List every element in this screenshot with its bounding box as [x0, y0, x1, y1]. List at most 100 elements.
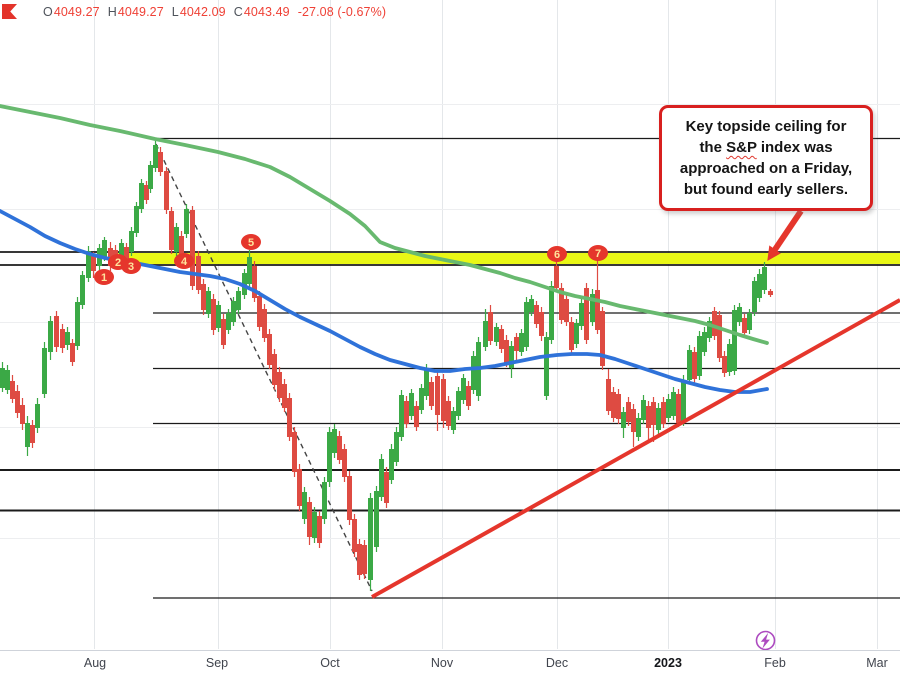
candle-body: [242, 273, 247, 295]
candle-body: [368, 498, 373, 580]
axis-label-dec: Dec: [545, 656, 569, 670]
axis-label-mar: Mar: [866, 656, 888, 670]
broker-logo-icon: [2, 4, 17, 19]
candle-body: [20, 405, 25, 424]
candle-body: [727, 344, 732, 372]
candle-body: [362, 545, 367, 574]
candle-body: [342, 449, 347, 477]
candle-body: [681, 380, 686, 422]
candle-body: [312, 512, 317, 538]
candle-body: [742, 318, 747, 333]
candle-body: [226, 313, 231, 330]
candle-body: [737, 307, 742, 322]
candle-body: [124, 247, 129, 262]
candle-body: [201, 284, 206, 310]
candle-body: [399, 395, 404, 437]
candle-body: [272, 354, 277, 385]
candle-body: [641, 400, 646, 420]
candle-body: [282, 384, 287, 408]
candle-body: [129, 231, 134, 252]
candle-body: [297, 469, 302, 506]
candle-body: [158, 152, 163, 172]
candle-body: [697, 336, 702, 376]
candle-body: [352, 519, 357, 552]
annotation-line4: but found early sellers.: [683, 181, 849, 198]
candle-body: [651, 402, 656, 425]
annotation-line2-post: index was: [756, 139, 833, 156]
touch-marker-circle: [547, 246, 567, 262]
candle-body: [559, 288, 564, 320]
low-value: 4042.09: [179, 4, 226, 19]
candle-body: [621, 412, 626, 428]
close-label: C: [233, 4, 243, 19]
candle-body: [54, 316, 59, 347]
candle-body: [435, 376, 440, 415]
high-value: 4049.27: [117, 4, 164, 19]
candle-body: [216, 305, 221, 328]
candle-body: [174, 227, 179, 252]
candle-body: [247, 257, 252, 284]
candle-body: [211, 299, 216, 330]
candle-body: [671, 392, 676, 416]
touch-marker-number: 6: [554, 249, 560, 261]
high-label: H: [107, 4, 117, 19]
candle-body: [636, 418, 641, 437]
annotation-sp-term: S&P: [726, 139, 757, 156]
candle-body: [519, 333, 524, 352]
candle-body: [119, 243, 124, 259]
candle-body: [25, 423, 30, 447]
candle-body: [717, 315, 722, 358]
time-axis[interactable]: Aug Sep Oct Nov Dec 2023 Feb Mar: [0, 650, 900, 674]
candle-body: [357, 544, 362, 575]
candle-body: [292, 432, 297, 472]
candle-body: [164, 171, 169, 210]
candle-body: [499, 329, 504, 349]
candle-body: [277, 372, 282, 398]
candle-body: [595, 290, 600, 330]
candle-body: [626, 402, 631, 422]
axis-label-feb: Feb: [764, 656, 786, 670]
candle-body: [153, 145, 158, 168]
candle-body: [302, 492, 307, 519]
candle-body: [584, 288, 589, 340]
candle-body: [471, 356, 476, 390]
candle-body: [337, 436, 342, 460]
candle-body: [70, 343, 75, 362]
blue-moving-average-line: [0, 209, 769, 394]
candle-body: [134, 206, 139, 233]
candle-body: [332, 429, 337, 453]
candle-body: [504, 340, 509, 363]
candle-body: [494, 327, 499, 342]
candle-body: [722, 356, 727, 373]
touch-marker-circle: [94, 269, 114, 285]
touch-marker-circle: [241, 234, 261, 250]
candle-body: [15, 391, 20, 413]
candle-body: [231, 301, 236, 322]
candle-body: [456, 391, 461, 416]
touch-marker-number: 1: [101, 272, 107, 284]
candle-body: [206, 291, 211, 314]
annotation-callout[interactable]: Key topside ceiling for the S&P index wa…: [659, 105, 873, 211]
candle-body: [646, 406, 651, 428]
candle-body: [0, 368, 5, 388]
candle-body: [252, 266, 257, 298]
axis-label-nov: Nov: [430, 656, 454, 670]
candle-body: [461, 378, 466, 400]
green-moving-average-line: [0, 104, 769, 345]
open-label: O: [43, 4, 53, 19]
candle-body: [702, 332, 707, 352]
touch-marker-number: 3: [128, 261, 134, 273]
lightning-bolt-glyph[interactable]: [760, 632, 770, 649]
candle-body: [374, 491, 379, 547]
candle-body: [666, 399, 671, 418]
candle-body: [529, 299, 534, 312]
close-value: 4043.49: [243, 4, 290, 19]
candle-body: [35, 404, 40, 428]
ohlc-header: O 4049.27 H 4049.27 L 4042.09 C 4043.49 …: [2, 4, 386, 19]
candle-body: [10, 381, 15, 399]
candle-body: [692, 352, 697, 379]
candle-body: [409, 393, 414, 416]
annotation-line3: approached on a Friday,: [679, 160, 853, 177]
candle-body: [466, 386, 471, 406]
